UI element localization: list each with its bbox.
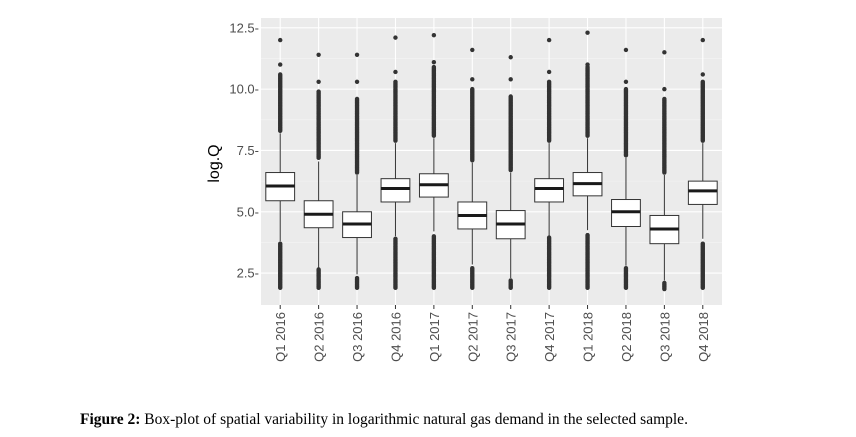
outlier-point-high: [546, 69, 552, 75]
outlier-point-high: [508, 77, 513, 82]
outlier-point-low: [316, 267, 321, 272]
y-tick-label: 7.5-: [237, 143, 259, 158]
outlier-point-high: [700, 37, 705, 43]
box-iqr: [534, 178, 565, 203]
outlier-point-low: [470, 266, 475, 271]
boxes-layer: [265, 30, 718, 292]
outlier-point-high: [470, 77, 475, 82]
y-tick-label: 10.0-: [229, 82, 259, 97]
outlier-point-high: [470, 47, 475, 53]
outlier-point-high: [354, 52, 360, 57]
x-axis: Q1 2016 Q2 2016 Q3 2016 Q4 2016 Q1 2017 Q2 20…: [273, 305, 711, 362]
outlier-point-high: [278, 37, 283, 43]
box-11: [649, 50, 680, 292]
outlier-point-high: [431, 64, 437, 70]
outlier-point-high: [354, 79, 360, 84]
y-tick-label: 12.5-: [229, 20, 259, 35]
x-tick-label: Q4 2018: [696, 312, 711, 362]
outlier-point-high: [278, 72, 283, 77]
figure-caption: Figure 2: Box-plot of spatial variabilit…: [80, 411, 850, 429]
outlier-point-high: [393, 35, 398, 40]
outlier-point-low: [278, 241, 283, 246]
outlier-point-high: [508, 94, 513, 99]
x-tick-label: Q1 2017: [427, 312, 442, 362]
outlier-point-high: [546, 37, 552, 43]
box-5: [418, 32, 449, 291]
outlier-point-low: [546, 235, 552, 240]
outlier-point-high: [393, 79, 398, 84]
x-tick-label: Q3 2018: [657, 312, 672, 362]
plot-panel: [261, 18, 722, 305]
boxplot-chart: 2.5- 5.0- 7.5- 10.0- 12.5- Q1 2016 Q2 2016 Q3 …: [206, 18, 722, 362]
box-3: [342, 52, 372, 291]
y-axis-label: log.Q: [206, 144, 223, 182]
outlier-point-low: [508, 278, 513, 283]
outlier-point-high: [662, 86, 667, 92]
outlier-point-high: [393, 69, 398, 75]
box-4: [380, 35, 411, 291]
x-tick-label: Q3 2016: [350, 312, 365, 362]
outlier-point-high: [585, 62, 590, 67]
outlier-point-high: [470, 86, 475, 92]
outlier-point-high: [623, 47, 629, 53]
outlier-point-high: [278, 62, 283, 67]
outlier-point-low: [354, 275, 360, 281]
x-tick-label: Q4 2017: [542, 312, 557, 362]
x-tick-label: Q2 2016: [312, 312, 327, 362]
outlier-point-high: [546, 79, 552, 84]
outlier-point-low: [700, 241, 705, 246]
box-6: [457, 47, 488, 291]
outlier-point-low: [431, 234, 437, 239]
x-tick-label: Q3 2017: [504, 312, 519, 362]
outlier-point-high: [316, 89, 321, 94]
caption-label: Figure 2:: [80, 411, 141, 428]
outlier-point-high: [662, 96, 667, 102]
box-8: [534, 37, 565, 291]
outlier-point-low: [585, 232, 590, 238]
outlier-point-high: [700, 79, 705, 84]
outlier-point-high: [354, 96, 360, 102]
box-iqr: [380, 178, 411, 203]
outlier-point-high: [700, 72, 705, 77]
y-tick-label: 5.0-: [237, 204, 259, 219]
outlier-point-high: [316, 52, 321, 57]
x-tick-label: Q1 2018: [581, 312, 596, 362]
box-10: [611, 47, 641, 291]
y-axis: 2.5- 5.0- 7.5- 10.0- 12.5-: [229, 20, 259, 280]
x-tick-label: Q4 2016: [388, 312, 403, 362]
outlier-point-high: [662, 50, 667, 55]
outlier-point-high: [623, 79, 629, 84]
box-2: [303, 52, 334, 291]
x-tick-label: Q2 2017: [465, 312, 480, 362]
outlier-point-high: [508, 55, 513, 60]
outlier-point-low: [623, 266, 629, 271]
outlier-point-high: [316, 79, 321, 84]
box-12: [687, 37, 718, 291]
outlier-point-low: [393, 236, 398, 241]
outlier-point-high: [623, 86, 629, 92]
caption-text: Box-plot of spatial variability in logar…: [140, 411, 688, 428]
box-iqr: [687, 180, 718, 205]
x-tick-label: Q2 2018: [619, 312, 634, 362]
box-9: [572, 30, 603, 291]
y-tick-label: 2.5-: [237, 266, 259, 281]
outlier-point-high: [585, 30, 590, 35]
outlier-point-high: [431, 32, 437, 38]
x-tick-label: Q1 2016: [273, 312, 288, 362]
outlier-point-low: [662, 280, 667, 286]
box-7: [495, 55, 526, 291]
box-1: [265, 37, 296, 291]
outlier-point-high: [431, 59, 437, 65]
